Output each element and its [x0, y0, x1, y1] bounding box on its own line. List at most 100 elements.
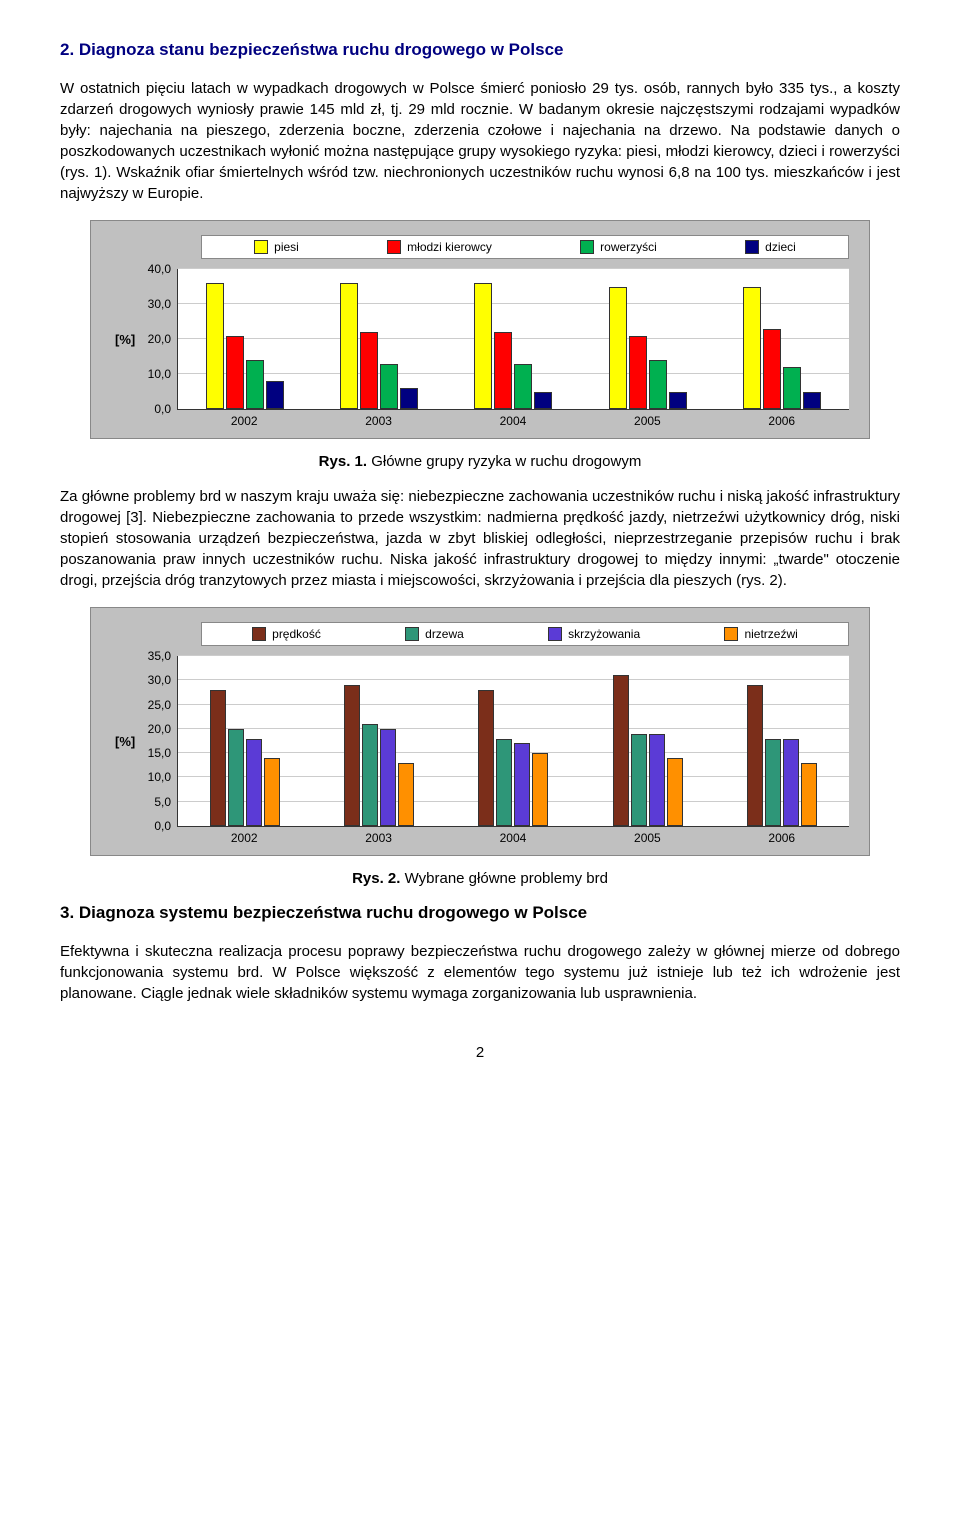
chart-1-legend: piesi młodzi kierowcy rowerzyści dzieci — [201, 235, 849, 259]
bar — [534, 392, 552, 410]
legend-label: piesi — [274, 240, 299, 254]
xtick: 2002 — [231, 414, 258, 428]
paragraph-1: W ostatnich pięciu latach w wypadkach dr… — [60, 78, 900, 204]
legend-label: dzieci — [765, 240, 796, 254]
legend-label: drzewa — [425, 627, 464, 641]
legend-swatch — [745, 240, 759, 254]
caption-1-text: Główne grupy ryzyka w ruchu drogowym — [367, 453, 641, 470]
legend-item: dzieci — [745, 240, 796, 254]
bar — [613, 675, 629, 826]
legend-swatch — [254, 240, 268, 254]
paragraph-3: Efektywna i skuteczna realizacja procesu… — [60, 941, 900, 1004]
bar-group — [609, 287, 687, 410]
bar — [246, 360, 264, 409]
legend-item: rowerzyści — [580, 240, 657, 254]
bar — [380, 364, 398, 410]
xtick: 2005 — [634, 831, 661, 845]
xtick: 2004 — [500, 414, 527, 428]
bar — [210, 690, 226, 826]
bar — [667, 758, 683, 826]
ytick: 25,0 — [148, 698, 171, 712]
legend-item: drzewa — [405, 627, 464, 641]
bar — [400, 388, 418, 409]
chart-2-xaxis: 2002 2003 2004 2005 2006 — [177, 831, 849, 845]
bar — [514, 364, 532, 410]
legend-item: młodzi kierowcy — [387, 240, 492, 254]
ytick: 10,0 — [148, 367, 171, 381]
bar — [344, 685, 360, 826]
caption-1-bold: Rys. 1. — [319, 453, 367, 470]
bar — [743, 287, 761, 410]
legend-swatch — [387, 240, 401, 254]
bar — [266, 381, 284, 409]
legend-item: skrzyżowania — [548, 627, 640, 641]
paragraph-2: Za główne problemy brd w naszym kraju uw… — [60, 486, 900, 591]
bar — [474, 283, 492, 409]
bar — [398, 763, 414, 826]
ytick: 10,0 — [148, 770, 171, 784]
bar — [783, 367, 801, 409]
xtick: 2003 — [365, 414, 392, 428]
bar-group — [478, 690, 548, 826]
bar — [609, 287, 627, 410]
xtick: 2002 — [231, 831, 258, 845]
legend-label: nietrzeźwi — [744, 627, 797, 641]
xtick: 2005 — [634, 414, 661, 428]
legend-label: młodzi kierowcy — [407, 240, 492, 254]
bar — [629, 336, 647, 410]
bar-group — [344, 685, 414, 826]
legend-item: piesi — [254, 240, 299, 254]
chart-2-container: prędkość drzewa skrzyżowania nietrzeźwi 35,… — [90, 607, 870, 856]
xtick: 2003 — [365, 831, 392, 845]
ytick: 30,0 — [148, 297, 171, 311]
y-label: [%] — [115, 332, 135, 347]
chart-1-plot-wrap: 40,030,020,010,00,0[%] — [111, 269, 849, 410]
ytick: 20,0 — [148, 332, 171, 346]
bar — [649, 360, 667, 409]
bar — [362, 724, 378, 826]
bar — [801, 763, 817, 826]
legend-label: rowerzyści — [600, 240, 657, 254]
legend-label: prędkość — [272, 627, 321, 641]
bar-group — [747, 685, 817, 826]
bar — [380, 729, 396, 826]
bar-group — [340, 283, 418, 409]
bar — [765, 739, 781, 826]
ytick: 30,0 — [148, 673, 171, 687]
page-number: 2 — [60, 1044, 900, 1061]
bar — [532, 753, 548, 826]
ytick: 40,0 — [148, 262, 171, 276]
ytick: 15,0 — [148, 746, 171, 760]
xtick: 2004 — [500, 831, 527, 845]
ytick: 35,0 — [148, 649, 171, 663]
section-heading-2: 3. Diagnoza systemu bezpieczeństwa ruchu… — [60, 903, 900, 923]
bar — [246, 739, 262, 826]
bar-group — [210, 690, 280, 826]
bar — [496, 739, 512, 826]
bar — [763, 329, 781, 410]
xtick: 2006 — [768, 831, 795, 845]
chart-1-container: piesi młodzi kierowcy rowerzyści dzieci 40,… — [90, 220, 870, 439]
bar — [478, 690, 494, 826]
y-label: [%] — [115, 734, 135, 749]
bar — [264, 758, 280, 826]
chart-2-yaxis: 35,030,025,020,015,010,05,00,0[%] — [111, 656, 177, 826]
chart-1-caption: Rys. 1. Główne grupy ryzyka w ruchu drog… — [60, 453, 900, 470]
chart-2-caption: Rys. 2. Wybrane główne problemy brd — [60, 870, 900, 887]
bar — [340, 283, 358, 409]
chart-1-yaxis: 40,030,020,010,00,0[%] — [111, 269, 177, 409]
bar — [747, 685, 763, 826]
bar-group — [743, 287, 821, 410]
bar — [649, 734, 665, 826]
bar — [360, 332, 378, 409]
legend-swatch — [580, 240, 594, 254]
bar — [226, 336, 244, 410]
bar — [803, 392, 821, 410]
ytick: 20,0 — [148, 722, 171, 736]
caption-2-text: Wybrane główne problemy brd — [400, 870, 607, 887]
bar — [669, 392, 687, 410]
bar — [494, 332, 512, 409]
bar-group — [613, 675, 683, 826]
ytick: 0,0 — [154, 402, 171, 416]
chart-2-legend: prędkość drzewa skrzyżowania nietrzeźwi — [201, 622, 849, 646]
